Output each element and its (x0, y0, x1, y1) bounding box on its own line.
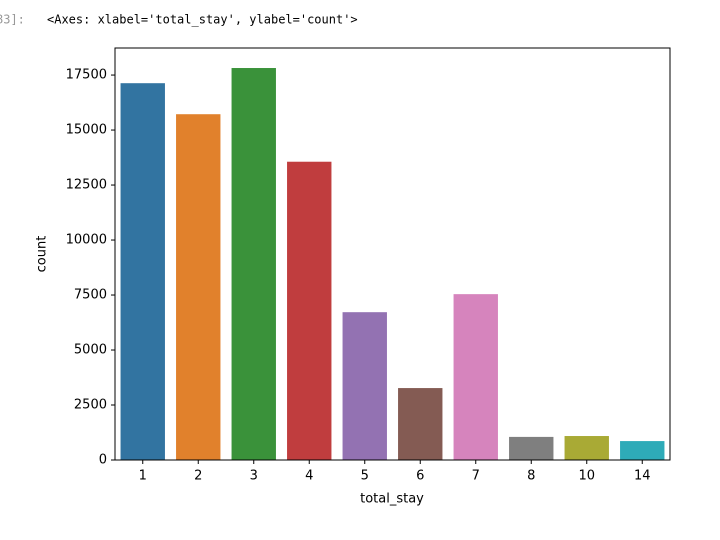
bar (620, 441, 665, 460)
x-tick-label: 8 (527, 469, 535, 484)
x-tick-label: 1 (139, 469, 147, 484)
bar (564, 436, 609, 460)
bar (287, 161, 332, 460)
cell-prompt: 83]: (0, 13, 25, 27)
y-tick-label: 0 (99, 453, 107, 468)
bar (453, 294, 498, 460)
y-tick-label: 5000 (74, 343, 107, 358)
x-tick-label: 2 (194, 469, 202, 484)
bar (398, 388, 443, 460)
bar (231, 68, 276, 460)
y-tick-label: 15000 (66, 123, 107, 138)
bar (509, 436, 554, 460)
x-tick-label: 3 (250, 469, 258, 484)
bar (120, 83, 165, 460)
x-tick-label: 14 (634, 469, 651, 484)
bar (176, 114, 221, 460)
y-tick-label: 2500 (74, 398, 107, 413)
y-tick-label: 10000 (66, 233, 107, 248)
x-tick-label: 6 (416, 469, 424, 484)
cell-output-text: <Axes: xlabel='total_stay', ylabel='coun… (47, 13, 358, 27)
y-tick-label: 12500 (66, 178, 107, 193)
x-tick-label: 4 (305, 469, 313, 484)
bar (342, 312, 387, 460)
x-tick-label: 7 (472, 469, 480, 484)
y-tick-label: 7500 (74, 288, 107, 303)
plot-frame (114, 47, 671, 461)
x-tick-label: 10 (578, 469, 595, 484)
x-tick-label: 5 (361, 469, 369, 484)
y-tick-label: 17500 (66, 68, 107, 83)
x-axis-label: total_stay (360, 492, 424, 507)
y-axis-label: count (35, 236, 50, 273)
